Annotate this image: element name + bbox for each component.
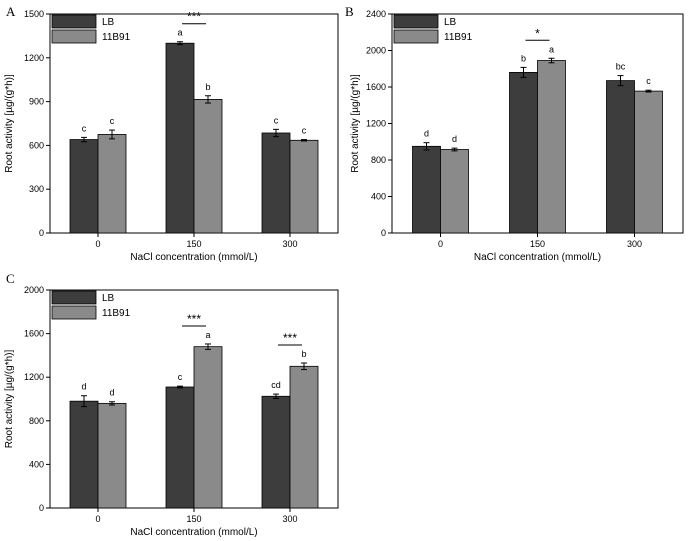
bar-lb-0 (69, 139, 99, 234)
significance-letter: a (177, 28, 182, 38)
y-tick-label: 0 (381, 228, 386, 238)
legend-label: LB (444, 17, 457, 28)
x-tick-label: 300 (282, 514, 297, 524)
y-tick-label: 1200 (366, 119, 386, 129)
legend-swatch-11b91 (51, 305, 97, 320)
y-tick-label: 600 (29, 140, 44, 150)
y-tick-label: 0 (39, 503, 44, 513)
x-tick-label: 0 (95, 514, 100, 524)
significance-letter: d (452, 134, 457, 144)
x-tick-label: 150 (530, 239, 545, 249)
y-tick-label: 1500 (24, 9, 44, 19)
panel-letter: C (6, 271, 15, 286)
x-tick-label: 150 (186, 239, 201, 249)
significance-letter: b (521, 53, 526, 63)
panel-letter: A (6, 4, 16, 19)
significance-letter: c (178, 372, 183, 382)
x-axis-title: NaCl concentration (mmol/L) (130, 252, 257, 263)
y-tick-label: 2400 (366, 9, 386, 19)
significance-letter: d (81, 382, 86, 392)
y-tick-label: 0 (39, 228, 44, 238)
legend-swatch-lb (51, 14, 97, 29)
bar-lb-300 (261, 395, 291, 509)
significance-letter: b (301, 349, 306, 359)
y-axis-title: Root activity [µg/(g*h)] (4, 74, 15, 173)
significance-letter: c (110, 116, 115, 126)
significance-stars: * (535, 26, 540, 40)
legend-label: 11B91 (102, 308, 131, 319)
bar-lb-150 (509, 72, 538, 234)
y-axis-title: Root activity [µg/(g*h)] (350, 74, 361, 173)
bar-lb-300 (606, 80, 635, 234)
y-tick-label: 2000 (24, 285, 44, 295)
significance-letter: a (205, 330, 210, 340)
y-tick-label: 400 (371, 192, 386, 202)
bar-11b91-150 (193, 346, 223, 509)
significance-letter: c (274, 115, 279, 125)
legend-label: LB (102, 17, 115, 28)
x-tick-label: 0 (438, 239, 443, 249)
chart-panel-b: B 0 400 800 1200 1600 2000 2400 0 150 300 NaCl conc… (345, 4, 684, 263)
chart-panel-c: C 0 400 800 1200 1600 2000 0 150 300 NaCl concentr… (4, 271, 339, 538)
x-tick-label: 300 (282, 239, 297, 249)
y-tick-label: 1600 (366, 82, 386, 92)
legend-swatch-11b91 (393, 29, 439, 44)
significance-letter: bc (616, 62, 626, 72)
y-tick-label: 300 (29, 184, 44, 194)
significance-stars: *** (283, 331, 297, 345)
bar-11b91-300 (634, 90, 663, 234)
bar-lb-0 (69, 400, 99, 509)
bar-11b91-300 (289, 139, 319, 234)
y-tick-label: 1200 (24, 53, 44, 63)
legend-label: 11B91 (444, 32, 473, 43)
bar-11b91-0 (440, 149, 469, 234)
x-tick-label: 300 (627, 239, 642, 249)
y-tick-label: 1200 (24, 372, 44, 382)
significance-letter: a (549, 44, 554, 54)
significance-letter: d (109, 388, 114, 398)
bar-lb-0 (412, 145, 441, 234)
bar-lb-150 (165, 386, 195, 509)
significance-letter: c (302, 126, 307, 136)
significance-letter: d (424, 129, 429, 139)
significance-letter: cd (271, 380, 281, 390)
legend-label: 11B91 (102, 32, 131, 43)
x-tick-label: 0 (95, 239, 100, 249)
significance-letter: c (82, 123, 87, 133)
legend-swatch-11b91 (51, 29, 97, 44)
bar-11b91-0 (97, 402, 127, 509)
chart-panel-a: A 0 300 600 900 1200 1500 0 150 300 NaCl concentra… (4, 4, 339, 263)
y-tick-label: 2000 (366, 46, 386, 56)
legend-swatch-lb (393, 14, 439, 29)
x-axis-title: NaCl concentration (mmol/L) (130, 527, 257, 538)
significance-letter: c (646, 76, 651, 86)
x-axis-title: NaCl concentration (mmol/L) (474, 252, 601, 263)
bar-11b91-150 (537, 60, 566, 234)
significance-stars: *** (187, 10, 201, 24)
legend-label: LB (102, 293, 115, 304)
bar-11b91-300 (289, 365, 319, 509)
y-tick-label: 800 (371, 155, 386, 165)
y-tick-label: 400 (29, 459, 44, 469)
legend-swatch-lb (51, 290, 97, 305)
significance-letter: b (205, 82, 210, 92)
panel-letter: B (345, 4, 354, 19)
y-axis-title: Root activity [µg/(g*h)] (4, 349, 15, 448)
bar-lb-300 (261, 132, 291, 234)
significance-stars: *** (187, 312, 201, 326)
bar-lb-150 (165, 42, 195, 234)
x-tick-label: 150 (186, 514, 201, 524)
bar-11b91-150 (193, 99, 223, 234)
y-tick-label: 900 (29, 97, 44, 107)
bar-11b91-0 (97, 134, 127, 234)
y-tick-label: 800 (29, 416, 44, 426)
y-tick-label: 1600 (24, 329, 44, 339)
